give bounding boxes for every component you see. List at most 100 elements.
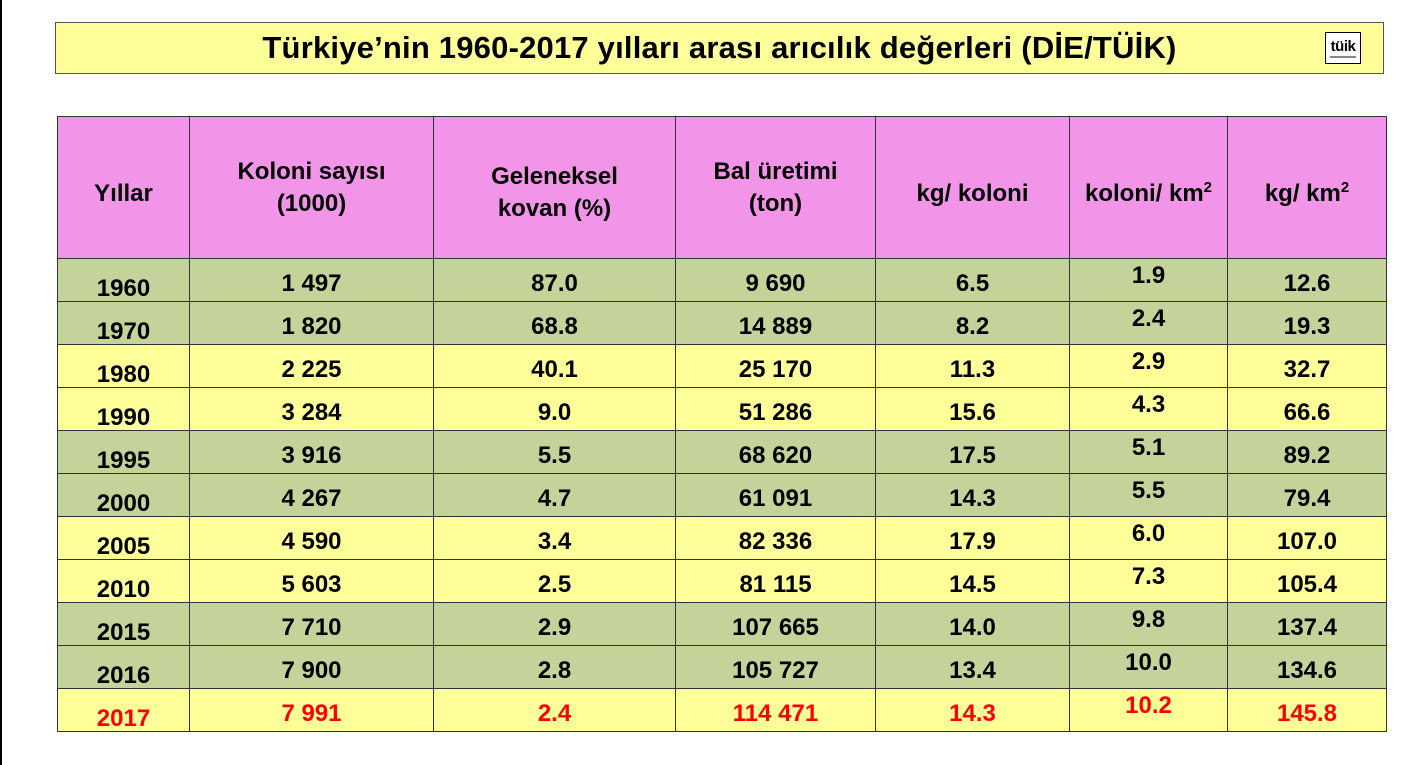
cell-colonies: 4 590 — [189, 516, 434, 560]
cell-colonies: 7 710 — [189, 602, 434, 646]
table-row: 1960 1 497 87.0 9 690 6.5 1.9 12.6 — [57, 258, 1387, 302]
cell-colony-per-km2: 5.5 — [1069, 473, 1228, 517]
table-row: 2005 4 590 3.4 82 336 17.9 6.0 107.0 — [57, 516, 1387, 560]
cell-year: 2000 — [57, 473, 190, 517]
beekeeping-table: Yıllar Koloni sayısı (1000) Geleneksel k… — [57, 116, 1387, 732]
cell-kg-per-colony: 14.0 — [875, 602, 1070, 646]
table-header-row: Yıllar Koloni sayısı (1000) Geleneksel k… — [57, 116, 1387, 259]
cell-year: 2005 — [57, 516, 190, 560]
table-row: 2000 4 267 4.7 61 091 14.3 5.5 79.4 — [57, 473, 1387, 517]
cell-colony-per-km2: 4.3 — [1069, 387, 1228, 431]
cell-year: 2010 — [57, 559, 190, 603]
header-traditional-hive: Geleneksel kovan (%) — [433, 116, 676, 259]
cell-kg-per-km2: 12.6 — [1227, 258, 1387, 302]
header-kg-per-km2: kg/ km2 — [1227, 116, 1387, 259]
header-kg-per-colony: kg/ koloni — [875, 116, 1070, 259]
cell-kg-per-km2: 19.3 — [1227, 301, 1387, 345]
cell-kg-per-km2: 66.6 — [1227, 387, 1387, 431]
page-title: Türkiye’nin 1960-2017 yılları arası arıc… — [262, 30, 1177, 65]
cell-colonies: 2 225 — [189, 344, 434, 388]
header-colonies: Koloni sayısı (1000) — [189, 116, 434, 259]
cell-kg-per-km2: 89.2 — [1227, 430, 1387, 474]
cell-honey-production: 82 336 — [675, 516, 876, 560]
cell-honey-production: 81 115 — [675, 559, 876, 603]
cell-honey-production: 68 620 — [675, 430, 876, 474]
cell-colonies: 7 900 — [189, 645, 434, 689]
cell-year: 2016 — [57, 645, 190, 689]
cell-kg-per-colony: 8.2 — [875, 301, 1070, 345]
cell-kg-per-km2: 32.7 — [1227, 344, 1387, 388]
cell-colony-per-km2: 10.0 — [1069, 645, 1228, 689]
cell-traditional-hive: 87.0 — [433, 258, 676, 302]
cell-colony-per-km2: 2.9 — [1069, 344, 1228, 388]
cell-colonies: 3 284 — [189, 387, 434, 431]
cell-kg-per-km2: 145.8 — [1227, 688, 1387, 732]
cell-kg-per-colony: 6.5 — [875, 258, 1070, 302]
cell-traditional-hive: 9.0 — [433, 387, 676, 431]
table-row: 2017 7 991 2.4 114 471 14.3 10.2 145.8 — [57, 688, 1387, 732]
table-row: 2015 7 710 2.9 107 665 14.0 9.8 137.4 — [57, 602, 1387, 646]
cell-honey-production: 107 665 — [675, 602, 876, 646]
cell-colony-per-km2: 2.4 — [1069, 301, 1228, 345]
cell-year: 1970 — [57, 301, 190, 345]
cell-honey-production: 114 471 — [675, 688, 876, 732]
cell-honey-production: 61 091 — [675, 473, 876, 517]
cell-kg-per-colony: 17.9 — [875, 516, 1070, 560]
table-row: 1970 1 820 68.8 14 889 8.2 2.4 19.3 — [57, 301, 1387, 345]
cell-year: 2017 — [57, 688, 190, 732]
cell-honey-production: 14 889 — [675, 301, 876, 345]
tuik-logo: tüik — [1325, 32, 1361, 64]
header-honey-production: Bal üretimi (ton) — [675, 116, 876, 259]
cell-kg-per-colony: 14.5 — [875, 559, 1070, 603]
cell-kg-per-km2: 107.0 — [1227, 516, 1387, 560]
cell-kg-per-colony: 15.6 — [875, 387, 1070, 431]
cell-colonies: 1 497 — [189, 258, 434, 302]
cell-colony-per-km2: 1.9 — [1069, 258, 1228, 302]
title-banner: Türkiye’nin 1960-2017 yılları arası arıc… — [55, 22, 1384, 74]
cell-honey-production: 51 286 — [675, 387, 876, 431]
cell-kg-per-km2: 134.6 — [1227, 645, 1387, 689]
table-row: 2016 7 900 2.8 105 727 13.4 10.0 134.6 — [57, 645, 1387, 689]
cell-traditional-hive: 4.7 — [433, 473, 676, 517]
cell-colony-per-km2: 6.0 — [1069, 516, 1228, 560]
logo-text: tüik — [1330, 37, 1356, 55]
cell-kg-per-colony: 14.3 — [875, 473, 1070, 517]
cell-colony-per-km2: 9.8 — [1069, 602, 1228, 646]
cell-colony-per-km2: 10.2 — [1069, 688, 1228, 732]
cell-year: 1990 — [57, 387, 190, 431]
logo-underline — [1330, 55, 1356, 58]
cell-traditional-hive: 2.4 — [433, 688, 676, 732]
cell-kg-per-km2: 79.4 — [1227, 473, 1387, 517]
header-colony-per-km2: koloni/ km2 — [1069, 116, 1228, 259]
cell-colonies: 4 267 — [189, 473, 434, 517]
cell-kg-per-colony: 13.4 — [875, 645, 1070, 689]
cell-colony-per-km2: 7.3 — [1069, 559, 1228, 603]
cell-traditional-hive: 5.5 — [433, 430, 676, 474]
cell-year: 2015 — [57, 602, 190, 646]
cell-kg-per-colony: 14.3 — [875, 688, 1070, 732]
cell-traditional-hive: 2.5 — [433, 559, 676, 603]
cell-kg-per-colony: 17.5 — [875, 430, 1070, 474]
cell-colonies: 3 916 — [189, 430, 434, 474]
cell-colonies: 5 603 — [189, 559, 434, 603]
cell-traditional-hive: 2.9 — [433, 602, 676, 646]
table-row: 1995 3 916 5.5 68 620 17.5 5.1 89.2 — [57, 430, 1387, 474]
cell-kg-per-km2: 105.4 — [1227, 559, 1387, 603]
cell-honey-production: 25 170 — [675, 344, 876, 388]
cell-colonies: 7 991 — [189, 688, 434, 732]
cell-traditional-hive: 40.1 — [433, 344, 676, 388]
cell-year: 1995 — [57, 430, 190, 474]
cell-honey-production: 105 727 — [675, 645, 876, 689]
cell-traditional-hive: 3.4 — [433, 516, 676, 560]
cell-colonies: 1 820 — [189, 301, 434, 345]
header-years: Yıllar — [57, 116, 190, 259]
table-row: 1980 2 225 40.1 25 170 11.3 2.9 32.7 — [57, 344, 1387, 388]
cell-kg-per-km2: 137.4 — [1227, 602, 1387, 646]
cell-traditional-hive: 68.8 — [433, 301, 676, 345]
page-left-border — [0, 0, 2, 765]
cell-honey-production: 9 690 — [675, 258, 876, 302]
cell-year: 1980 — [57, 344, 190, 388]
cell-year: 1960 — [57, 258, 190, 302]
cell-colony-per-km2: 5.1 — [1069, 430, 1228, 474]
cell-kg-per-colony: 11.3 — [875, 344, 1070, 388]
